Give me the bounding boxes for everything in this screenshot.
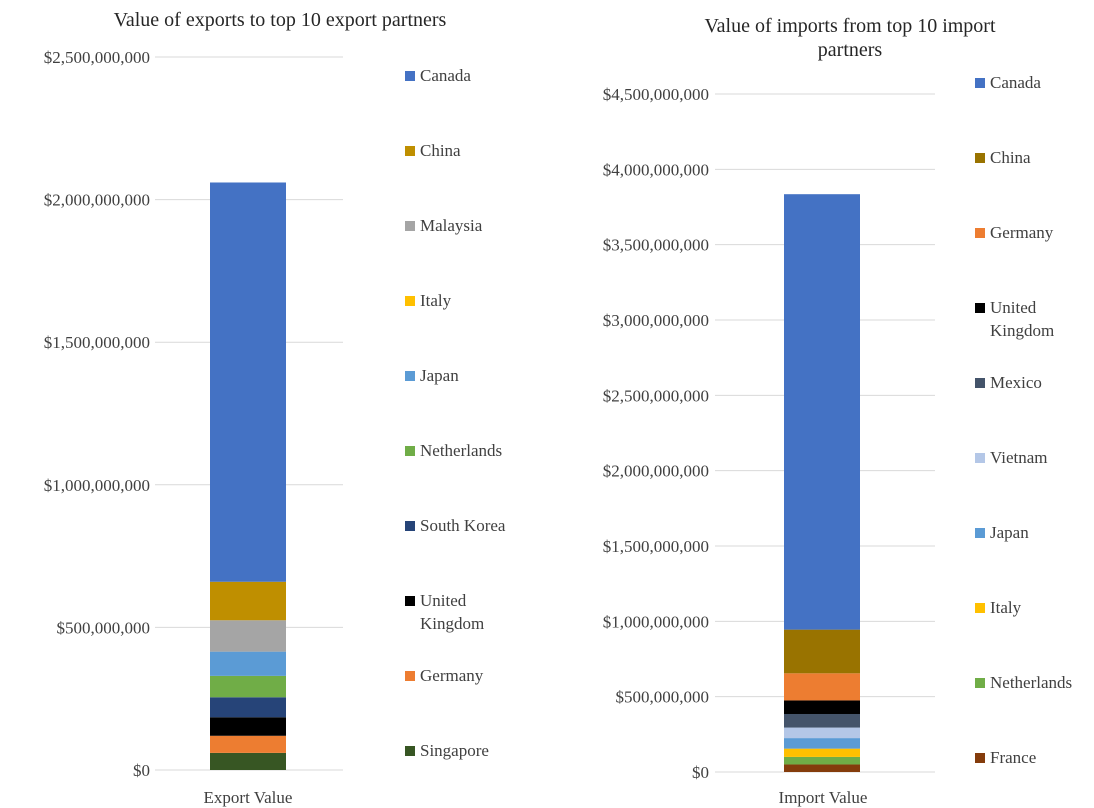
imports-ytick-label: $2,000,000,000: [603, 462, 709, 481]
imports-legend-label-mexico: Mexico: [990, 373, 1042, 392]
exports-ytick-label: $500,000,000: [57, 618, 151, 637]
imports-chart: Value of imports from top 10 import partn…: [603, 15, 1072, 807]
exports-bar-canada: [210, 182, 286, 582]
imports-chart-title: Value of imports from top 10 import partn…: [704, 15, 996, 61]
imports-bar-canada: [784, 194, 860, 630]
imports-bar-china: [784, 629, 860, 674]
exports-bar-singapore: [210, 752, 286, 770]
imports-legend-label-japan: Japan: [990, 523, 1029, 542]
imports-ytick-label: $4,000,000,000: [603, 160, 709, 179]
imports-legend-label-netherlands: Netherlands: [990, 673, 1072, 692]
imports-legend-swatch-germany: [975, 228, 985, 238]
imports-legend-label-italy: Italy: [990, 598, 1022, 617]
imports-legend-label-germany: Germany: [990, 223, 1054, 242]
exports-chart-title: Value of exports to top 10 export partne…: [114, 9, 447, 31]
imports-ytick-label: $3,500,000,000: [603, 236, 709, 255]
imports-legend-label-china: China: [990, 148, 1031, 167]
exports-ytick-label: $2,500,000,000: [44, 48, 150, 67]
exports-legend-swatch-united-kingdom: [405, 596, 415, 606]
exports-legend-label-singapore: Singapore: [420, 741, 489, 760]
exports-legend-label-canada: Canada: [420, 66, 471, 85]
exports-legend-swatch-singapore: [405, 746, 415, 756]
exports-ytick-label: $2,000,000,000: [44, 191, 150, 210]
imports-legend-swatch-mexico: [975, 378, 985, 388]
exports-bar-south-korea: [210, 697, 286, 718]
exports-legend-label-south-korea: South Korea: [420, 516, 506, 535]
imports-legend-swatch-italy: [975, 603, 985, 613]
exports-legend-swatch-italy: [405, 296, 415, 306]
exports-legend-swatch-netherlands: [405, 446, 415, 456]
exports-bar-china: [210, 581, 286, 621]
imports-ytick-label: $1,000,000,000: [603, 612, 709, 631]
imports-bar-vietnam: [784, 727, 860, 739]
exports-legend-label-china: China: [420, 141, 461, 160]
exports-legend-swatch-malaysia: [405, 221, 415, 231]
imports-legend-label-canada: Canada: [990, 73, 1041, 92]
imports-legend-label-united-kingdom: United Kingdom: [990, 298, 1054, 340]
exports-legend-swatch-japan: [405, 371, 415, 381]
exports-chart: Value of exports to top 10 export partne…: [44, 9, 506, 807]
exports-legend-label-netherlands: Netherlands: [420, 441, 502, 460]
imports-legend-swatch-china: [975, 153, 985, 163]
exports-legend-label-japan: Japan: [420, 366, 459, 385]
imports-legend-swatch-japan: [975, 528, 985, 538]
imports-bar-japan: [784, 738, 860, 749]
exports-legend-label-united-kingdom: United Kingdom: [420, 591, 484, 633]
exports-bar-netherlands: [210, 675, 286, 698]
imports-ytick-label: $4,500,000,000: [603, 85, 709, 104]
exports-legend-swatch-canada: [405, 71, 415, 81]
exports-legend-label-germany: Germany: [420, 666, 484, 685]
imports-legend-label-vietnam: Vietnam: [990, 448, 1048, 467]
imports-ytick-label: $500,000,000: [616, 688, 710, 707]
imports-category-label: Import Value: [779, 788, 868, 807]
imports-ytick-label: $3,000,000,000: [603, 311, 709, 330]
imports-ytick-label: $0: [692, 763, 709, 782]
exports-bar-japan: [210, 651, 286, 676]
imports-bar-united-kingdom: [784, 700, 860, 714]
imports-legend-swatch-united-kingdom: [975, 303, 985, 313]
exports-legend-label-malaysia: Malaysia: [420, 216, 483, 235]
exports-legend-swatch-china: [405, 146, 415, 156]
imports-legend-swatch-france: [975, 753, 985, 763]
imports-bar-germany: [784, 673, 860, 701]
imports-ytick-label: $2,500,000,000: [603, 386, 709, 405]
exports-legend-swatch-germany: [405, 671, 415, 681]
imports-legend-swatch-netherlands: [975, 678, 985, 688]
exports-legend-swatch-south-korea: [405, 521, 415, 531]
exports-category-label: Export Value: [204, 788, 293, 807]
exports-bar-germany: [210, 735, 286, 753]
imports-bar-italy: [784, 748, 860, 757]
exports-bar-malaysia: [210, 620, 286, 652]
imports-legend-label-france: France: [990, 748, 1036, 767]
imports-legend-swatch-vietnam: [975, 453, 985, 463]
imports-ytick-label: $1,500,000,000: [603, 537, 709, 556]
exports-ytick-label: $1,000,000,000: [44, 476, 150, 495]
exports-ytick-label: $0: [133, 761, 150, 780]
exports-ytick-label: $1,500,000,000: [44, 333, 150, 352]
exports-legend-label-italy: Italy: [420, 291, 452, 310]
imports-legend-swatch-canada: [975, 78, 985, 88]
imports-bar-mexico: [784, 713, 860, 728]
imports-bar-france: [784, 764, 860, 772]
imports-bar-netherlands: [784, 756, 860, 765]
exports-bar-united-kingdom: [210, 717, 286, 736]
